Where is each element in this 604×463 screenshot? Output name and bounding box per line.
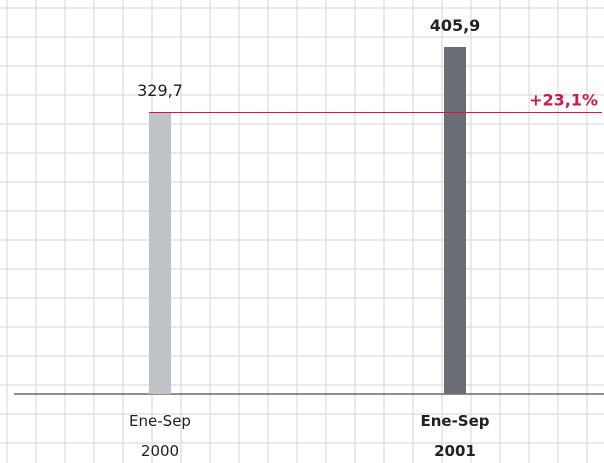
value-labels-group: 329,7 405,9 — [137, 16, 480, 100]
value-label-1: 405,9 — [430, 16, 481, 35]
bar-1 — [444, 47, 466, 394]
bar-0 — [149, 112, 171, 395]
category-labels-group: Ene-Sep 2000 Ene-Sep 2001 — [129, 412, 490, 460]
value-label-0: 329,7 — [137, 81, 183, 100]
category-label-line1-1: Ene-Sep — [420, 412, 489, 430]
bars-group — [149, 47, 466, 395]
growth-percentage-label: +23,1% — [529, 91, 598, 110]
category-label-line2-0: 2000 — [141, 442, 179, 460]
category-label-line2-1: 2001 — [434, 442, 476, 460]
category-label-line1-0: Ene-Sep — [129, 412, 191, 430]
